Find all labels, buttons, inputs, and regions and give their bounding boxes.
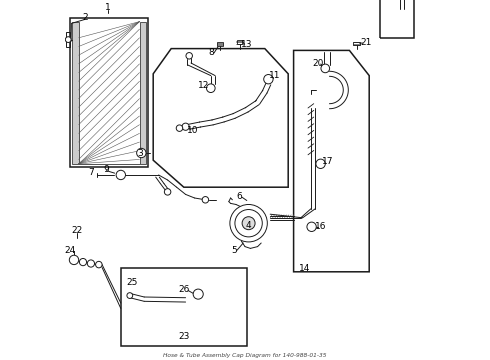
Circle shape [316, 159, 325, 168]
Circle shape [186, 53, 193, 59]
Text: 24: 24 [64, 246, 75, 255]
Text: 13: 13 [241, 40, 252, 49]
Bar [71, 18, 148, 167]
Bar [121, 268, 247, 346]
Circle shape [182, 123, 189, 130]
Circle shape [164, 189, 171, 195]
Text: 10: 10 [187, 126, 198, 135]
Circle shape [87, 260, 95, 267]
Text: 4: 4 [246, 220, 251, 230]
Text: 9: 9 [103, 165, 109, 174]
Bar [72, 22, 79, 164]
Text: 11: 11 [269, 71, 280, 80]
Circle shape [264, 75, 273, 84]
Text: 22: 22 [71, 226, 82, 235]
Text: 17: 17 [322, 157, 334, 166]
Circle shape [206, 84, 215, 93]
Bar [353, 42, 360, 45]
Circle shape [307, 222, 316, 231]
Circle shape [235, 210, 262, 237]
Bar [380, 0, 414, 38]
Text: 2: 2 [82, 13, 88, 22]
Text: 6: 6 [237, 192, 243, 201]
Bar [140, 22, 146, 164]
Text: Hose & Tube Assembly Cap Diagram for 140-988-01-35: Hose & Tube Assembly Cap Diagram for 140… [163, 353, 327, 358]
Text: 16: 16 [315, 222, 326, 231]
Text: 3: 3 [138, 149, 144, 158]
Text: 26: 26 [178, 284, 190, 294]
Circle shape [65, 37, 71, 42]
Circle shape [242, 217, 255, 230]
Circle shape [79, 258, 87, 266]
Text: 25: 25 [126, 278, 137, 287]
Text: 23: 23 [178, 332, 190, 341]
Circle shape [193, 289, 203, 299]
Circle shape [137, 148, 146, 158]
Circle shape [69, 255, 79, 265]
Text: 14: 14 [299, 264, 310, 273]
Circle shape [230, 204, 268, 242]
Circle shape [176, 125, 183, 131]
Bar [217, 42, 222, 46]
Text: 12: 12 [198, 81, 209, 90]
Circle shape [202, 197, 209, 203]
Text: 5: 5 [231, 246, 237, 255]
Circle shape [127, 293, 133, 298]
Circle shape [116, 170, 125, 180]
Text: 21: 21 [360, 38, 371, 47]
Text: 1: 1 [105, 3, 111, 12]
Text: 20: 20 [312, 58, 323, 68]
Circle shape [96, 261, 102, 268]
Text: 8: 8 [209, 49, 215, 57]
Circle shape [321, 64, 330, 73]
Bar [66, 32, 71, 47]
Bar [237, 40, 243, 44]
Text: 7: 7 [88, 168, 94, 177]
